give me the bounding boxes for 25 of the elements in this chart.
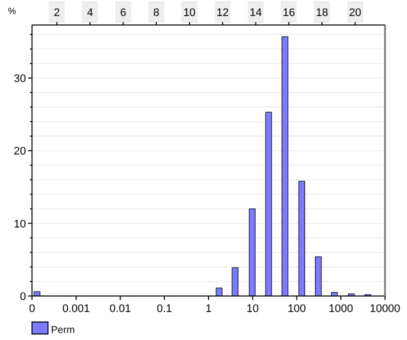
- x2-tick-label: 2: [54, 7, 60, 19]
- x2-tick-label: 4: [86, 7, 94, 19]
- x2-tick-label: 6: [120, 7, 126, 19]
- x-tick-label: 0.1: [156, 303, 172, 315]
- y-axis-title: %: [8, 6, 16, 16]
- x-tick-label: 1: [205, 303, 212, 315]
- x2-tick-label: 12: [216, 7, 229, 19]
- x2-tick-label: 8: [153, 7, 160, 19]
- x2-tick-label: 18: [316, 7, 328, 19]
- x-tick-label: 0.001: [62, 303, 90, 315]
- x-tick-label: 10000: [370, 303, 400, 315]
- x2-tick-label: 10: [183, 7, 196, 19]
- y-tick-label: 20: [14, 146, 26, 158]
- x-tick-label: 1000: [328, 303, 354, 315]
- y-tick-label: 30: [14, 73, 26, 86]
- x-tick-label: 0.01: [110, 303, 131, 315]
- y-tick-label: 0: [20, 291, 26, 303]
- x-tick-label: 100: [288, 303, 306, 315]
- x2-tick-label: 16: [282, 7, 296, 19]
- x2-tick-label: 14: [250, 7, 262, 19]
- legend-label: Perm: [51, 325, 75, 336]
- x-tick-label: 0: [28, 303, 36, 315]
- y-tick-label: 10: [14, 218, 26, 230]
- x-tick-label: 10: [246, 303, 259, 315]
- x2-tick-label: 20: [349, 7, 362, 19]
